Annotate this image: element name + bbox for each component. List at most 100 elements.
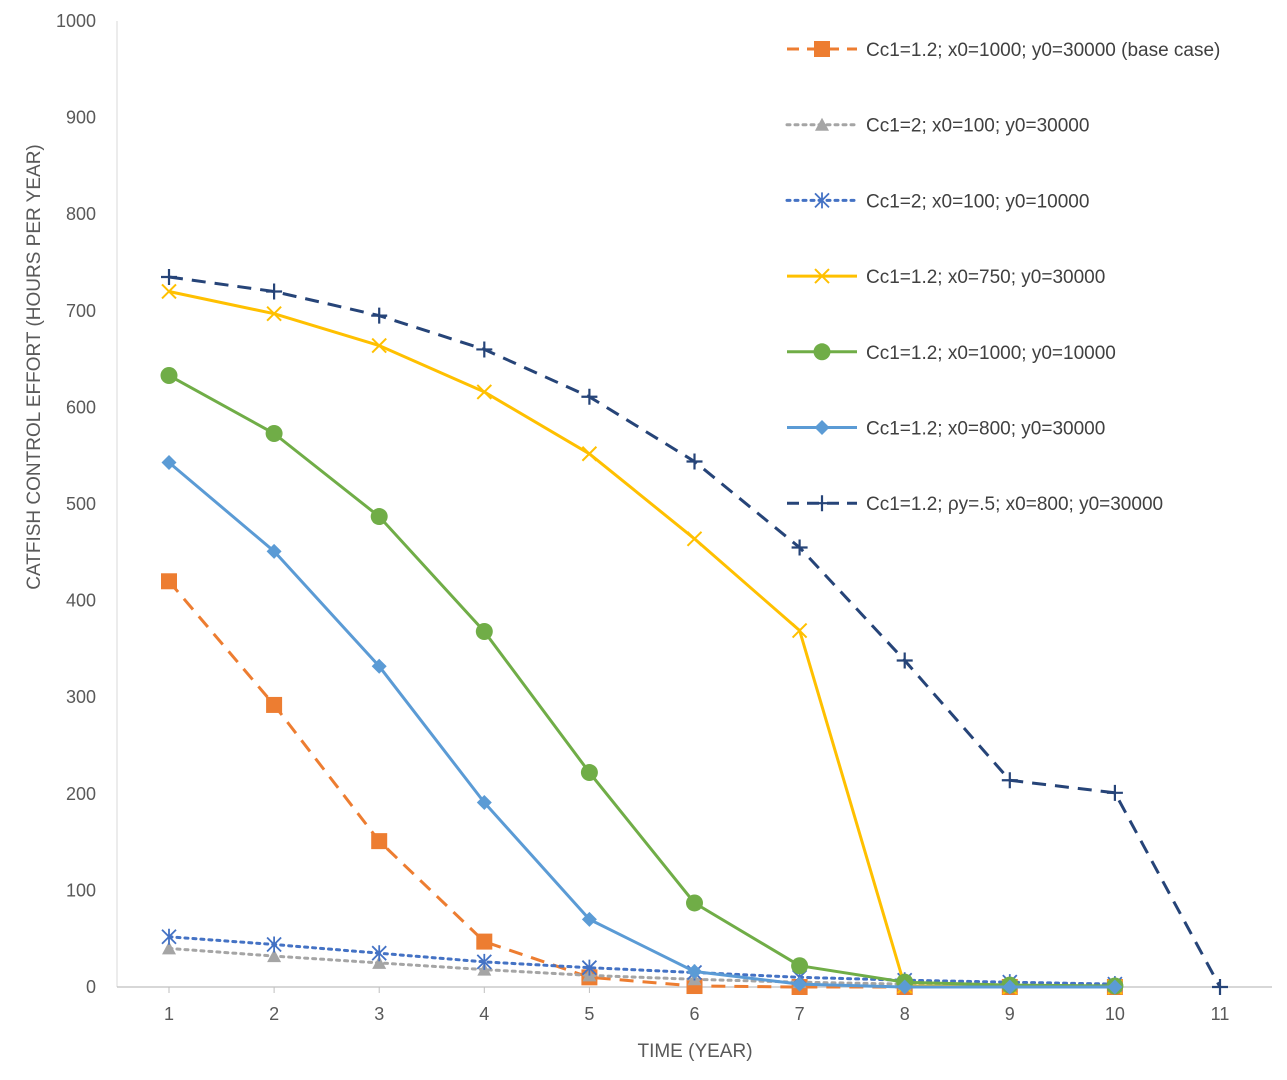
data-point — [266, 543, 282, 559]
data-point — [161, 283, 177, 300]
x-axis: 1 2 3 4 5 6 7 8 9 10 11 — [164, 987, 1229, 1024]
data-point — [370, 508, 388, 526]
data-point — [266, 305, 282, 322]
y-axis-label: CATFISH CONTROL EFFORT (HOURS PER YEAR) — [24, 144, 45, 590]
data-point — [581, 959, 598, 976]
legend-label: Cc1=1.2; x0=750; y0=30000 — [866, 267, 1105, 288]
data-point — [686, 453, 703, 470]
data-point — [792, 976, 808, 992]
y-tick-label: 700 — [66, 301, 96, 321]
data-point — [897, 979, 913, 995]
series-6 — [161, 454, 1123, 995]
x-tick-label: 10 — [1105, 1004, 1125, 1024]
series-line — [168, 461, 1115, 989]
data-point — [1107, 979, 1123, 995]
legend-marker — [814, 41, 830, 57]
legend-label: Cc1=1.2; ρy=.5; x0=800; y0=30000 — [866, 494, 1163, 515]
data-point — [161, 454, 177, 470]
legend-marker — [814, 268, 830, 284]
x-tick-label: 6 — [689, 1004, 699, 1024]
data-point — [266, 696, 283, 713]
legend-marker — [815, 117, 829, 131]
data-point — [476, 953, 492, 970]
data-point — [476, 384, 493, 400]
data-point — [265, 424, 283, 442]
x-tick-label: 1 — [164, 1004, 174, 1024]
y-tick-label: 400 — [66, 591, 96, 611]
legend-marker — [814, 192, 830, 209]
data-point — [160, 367, 178, 385]
legend-label: Cc1=1.2; x0=1000; y0=30000 (base case) — [866, 40, 1220, 61]
data-point — [1001, 772, 1018, 789]
legend-entry: Cc1=1.2; x0=750; y0=30000 — [787, 267, 1105, 288]
x-tick-label: 2 — [269, 1004, 279, 1024]
y-tick-label: 800 — [66, 204, 96, 224]
data-point — [581, 446, 598, 462]
data-point — [476, 933, 493, 950]
data-point — [161, 573, 177, 590]
data-point — [791, 622, 808, 639]
y-tick-label: 600 — [66, 397, 96, 417]
x-tick-label: 7 — [795, 1004, 805, 1024]
data-point — [372, 955, 387, 969]
y-tick-label: 100 — [66, 880, 96, 900]
data-point — [1002, 979, 1018, 995]
data-point — [580, 764, 598, 782]
x-axis-label: TIME (YEAR) — [637, 1041, 752, 1062]
legend-entry: Cc1=1.2; x0=800; y0=30000 — [787, 419, 1105, 440]
data-point — [1212, 979, 1228, 995]
data-point — [162, 941, 176, 955]
data-point — [687, 964, 702, 980]
series-line — [167, 935, 1117, 986]
data-point — [1106, 784, 1123, 801]
data-point — [267, 949, 282, 963]
x-tick-label: 4 — [479, 1004, 489, 1024]
y-tick-label: 200 — [66, 784, 96, 804]
legend-entry: Cc1=1.2; ρy=.5; x0=800; y0=30000 — [787, 494, 1163, 515]
data-point — [371, 658, 387, 674]
legend-label: Cc1=1.2; x0=1000; y0=10000 — [866, 343, 1116, 364]
x-tick-label: 5 — [584, 1004, 594, 1024]
data-point — [371, 833, 388, 850]
y-tick-label: 300 — [66, 687, 96, 707]
data-point — [371, 945, 387, 962]
legend-marker — [813, 343, 831, 361]
series-line — [168, 374, 1115, 988]
data-point — [161, 268, 177, 285]
legend-label: Cc1=2; x0=100; y0=30000 — [866, 116, 1089, 137]
data-point — [371, 337, 387, 354]
legend-marker — [814, 495, 830, 512]
data-point — [475, 623, 493, 641]
x-tick-label: 8 — [900, 1004, 910, 1024]
y-tick-label: 0 — [86, 977, 96, 997]
series-7 — [161, 268, 1228, 995]
data-point — [161, 928, 177, 945]
legend: Cc1=1.2; x0=1000; y0=30000 (base case) Cc… — [785, 40, 1220, 515]
data-point — [791, 957, 809, 975]
data-point — [896, 652, 913, 669]
y-tick-label: 500 — [66, 494, 96, 514]
x-tick-label: 3 — [374, 1004, 384, 1024]
data-point — [581, 911, 597, 927]
x-tick-label: 9 — [1005, 1004, 1015, 1024]
legend-entry: Cc1=1.2; x0=1000; y0=10000 — [787, 343, 1116, 364]
x-tick-label: 11 — [1211, 1004, 1230, 1024]
series-line — [167, 946, 1117, 988]
data-point — [686, 894, 703, 912]
series-layer — [160, 268, 1228, 995]
data-point — [476, 341, 493, 358]
data-point — [791, 539, 808, 556]
data-point — [371, 307, 388, 324]
legend-label: Cc1=2; x0=100; y0=10000 — [866, 191, 1089, 212]
legend-entry: Cc1=2; x0=100; y0=30000 — [785, 116, 1089, 137]
legend-label: Cc1=1.2; x0=800; y0=30000 — [866, 419, 1105, 440]
data-point — [686, 531, 703, 547]
data-point — [266, 936, 282, 953]
legend-entry: Cc1=2; x0=100; y0=10000 — [785, 191, 1089, 212]
legend-marker — [814, 420, 830, 435]
data-point — [581, 388, 598, 405]
y-axis: 0 100 200 300 400 500 600 700 800 900 1000 — [56, 11, 96, 997]
data-point — [476, 794, 492, 810]
